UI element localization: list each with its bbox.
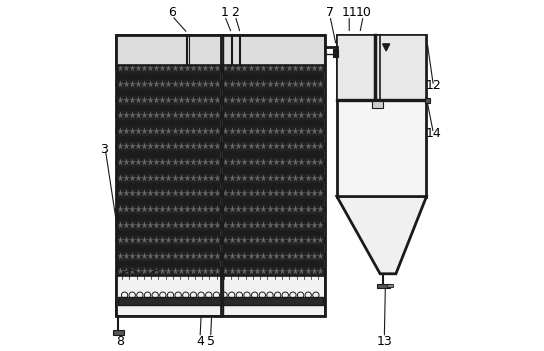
- Text: 3: 3: [100, 143, 108, 156]
- Text: 4: 4: [196, 335, 204, 348]
- Bar: [337, 35, 426, 197]
- Text: 11: 11: [341, 6, 357, 19]
- Bar: [223, 65, 324, 276]
- Bar: [378, 284, 390, 288]
- Text: 14: 14: [425, 127, 441, 140]
- Bar: [387, 284, 393, 287]
- Bar: [337, 35, 426, 100]
- Bar: [425, 98, 430, 103]
- Text: 7: 7: [326, 6, 334, 19]
- Bar: [113, 330, 123, 335]
- Bar: [333, 49, 338, 57]
- Text: 12: 12: [425, 79, 441, 93]
- Bar: [116, 35, 325, 316]
- Bar: [116, 276, 325, 316]
- Bar: [116, 65, 220, 276]
- Polygon shape: [382, 44, 390, 51]
- Bar: [372, 101, 384, 108]
- Text: 1: 1: [221, 6, 228, 19]
- Text: 13: 13: [376, 335, 392, 348]
- Text: 10: 10: [355, 6, 371, 19]
- Polygon shape: [337, 197, 426, 274]
- Text: 2: 2: [231, 6, 239, 19]
- Text: 5: 5: [207, 335, 214, 348]
- Text: 8: 8: [116, 335, 125, 348]
- Bar: [118, 297, 323, 305]
- Text: 6: 6: [168, 6, 176, 19]
- Bar: [116, 35, 325, 65]
